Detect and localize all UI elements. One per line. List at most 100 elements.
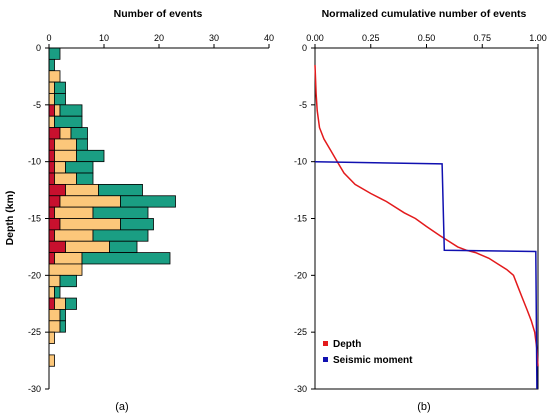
panel-b-y-ticks: 0 -5 -10 -15 -20 -25 -30 [294,43,315,394]
y-tick-label: -10 [28,157,41,167]
bar-segment [48,218,61,231]
panel-b-lines [314,64,539,390]
series-line-seismic-moment [314,160,538,390]
bar-segment [76,138,88,151]
bar-segment [59,320,66,333]
panel-b-legend: Depth Seismic moment [323,339,413,366]
bar-segment [48,195,61,208]
bar-segment [81,252,171,265]
x-tick-label: 0.50 [418,33,436,43]
y-tick-label: -20 [294,270,307,280]
y-tick-label: -25 [294,327,307,337]
bar-segment [59,309,66,322]
bar-segment [48,172,55,185]
panel-a-y-ticks: 0 -5 -10 -15 -20 -25 -30 [28,43,49,394]
bar-segment [59,218,121,231]
bar-segment [59,127,72,140]
bar-segment [76,149,105,163]
y-tick-label: -10 [294,157,307,167]
bar-segment [48,297,55,310]
bar-segment [48,263,83,276]
bar-segment [54,172,77,185]
bar-segment [48,240,66,254]
bar-segment [48,81,55,94]
bar-segment [54,252,83,265]
panel-a-label: (a) [115,401,128,413]
bar-segment [48,93,55,106]
x-tick-label: 0 [46,33,51,43]
bar-segment [48,149,55,163]
y-tick-label: -5 [33,100,41,110]
bar-segment [54,286,61,299]
legend-swatch-depth [323,341,328,346]
bar-segment [65,297,77,310]
x-tick-label: 0.75 [473,33,491,43]
bar-segment [48,47,61,60]
panel-a-x-ticks: 0 10 20 30 40 [46,33,274,48]
bar-segment [70,127,88,140]
bar-segment [54,161,66,174]
legend-label-seismic-moment: Seismic moment [333,355,413,366]
y-tick-label: -15 [294,214,307,224]
bar-segment [48,331,55,344]
bar-segment [48,161,55,174]
bar-segment [59,104,83,117]
bar-segment [48,229,55,242]
panel-b-label: (b) [417,401,430,413]
bar-segment [54,93,66,106]
bar-segment [48,104,55,117]
y-tick-label: -25 [28,327,41,337]
bar-segment [92,206,149,219]
bar-segment [109,240,138,254]
bar-segment [54,149,77,163]
x-tick-label: 20 [154,33,164,43]
bar-segment [120,218,154,231]
y-tick-label: 0 [36,43,41,53]
y-tick-label: -5 [299,100,307,110]
legend-swatch-seismic-moment [323,357,328,362]
bar-segment [54,115,83,128]
y-tick-label: -15 [28,214,41,224]
bar-segment [98,183,143,197]
bar-segment [48,58,55,72]
bar-segment [48,354,55,367]
bar-segment [54,206,94,219]
bar-segment [48,309,61,322]
bar-segment [48,138,55,151]
bar-segment [48,206,55,219]
bar-segment [48,115,55,128]
y-tick-label: -30 [28,384,41,394]
bar-segment [65,240,110,254]
x-tick-label: 40 [264,33,274,43]
series-line-depth [314,64,539,367]
panel-b-x-ticks: 0.00 0.25 0.50 0.75 1.00 [306,33,547,48]
bar-segment [92,229,149,242]
bar-segment [48,274,61,288]
panel-a-bars [48,47,176,367]
x-tick-label: 0.00 [306,33,324,43]
bar-segment [76,172,94,185]
bar-segment [54,81,66,94]
bar-segment [48,320,61,333]
panel-a: Number of events Depth (km) 0 10 20 30 40 0 -… [4,8,274,413]
bar-segment [59,195,121,208]
bar-segment [48,286,55,299]
bar-segment [54,297,66,310]
bar-segment [48,252,55,265]
panel-b: Normalized cumulative number of events 0… [294,8,547,413]
x-tick-label: 10 [99,33,109,43]
panel-a-x-axis-title: Number of events [114,8,203,20]
x-tick-label: 30 [209,33,219,43]
bar-segment [48,70,61,83]
bar-segment [48,127,61,140]
x-tick-label: 1.00 [529,33,547,43]
y-tick-label: -30 [294,384,307,394]
y-tick-label: -20 [28,270,41,280]
y-tick-label: 0 [302,43,307,53]
bar-segment [120,195,176,208]
bar-segment [59,274,77,288]
bar-segment [48,183,66,197]
bar-segment [54,138,77,151]
panel-a-y-axis-title: Depth (km) [4,191,16,246]
